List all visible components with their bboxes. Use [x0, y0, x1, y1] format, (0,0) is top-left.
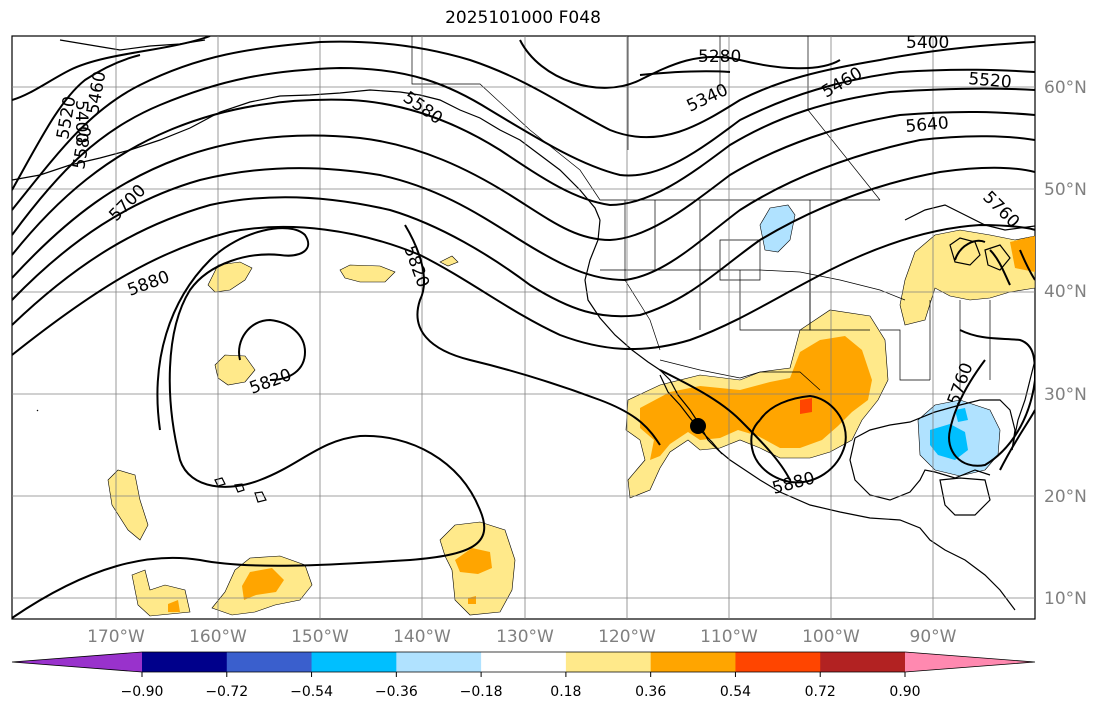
colorbar-segment [650, 652, 736, 672]
colorbar-segment [311, 652, 397, 672]
colorbar-segment [226, 652, 313, 672]
colorbar-tick-label: 0.90 [889, 684, 920, 700]
colorbar-tick-label: 0.36 [635, 684, 666, 700]
lat-label: 20°N [1044, 487, 1087, 507]
lat-label: 40°N [1044, 282, 1087, 302]
contour-label: 5280 [698, 47, 741, 67]
colorbar-tick-label: −0.18 [460, 684, 503, 700]
lon-label: 90°W [910, 627, 957, 647]
contour-label: 5400 [906, 33, 949, 53]
colorbar-tick-label: 0.72 [805, 684, 836, 700]
map-frame [11, 35, 1036, 620]
colorbar-tick-label: −0.90 [121, 684, 164, 700]
map-title: 2025101000 F048 [445, 8, 601, 28]
colorbar-segment [735, 652, 821, 672]
lon-label: 160°W [189, 627, 247, 647]
colorbar-segment [12, 652, 142, 672]
colorbar-tick-label: 0.18 [550, 684, 581, 700]
lon-label: 170°W [87, 627, 145, 647]
colorbar: −0.90 −0.72 −0.54 −0.36 −0.18 0.18 0.36 0.54 0.7… [11, 651, 1036, 700]
lat-label: 60°N [1044, 78, 1087, 98]
colorbar-tick-label: 0.54 [720, 684, 751, 700]
colorbar-segment [142, 652, 228, 672]
latitude-labels: 60°N 50°N 40°N 30°N 20°N 10°N [1044, 78, 1087, 609]
lon-label: 150°W [291, 627, 349, 647]
colorbar-segment [481, 652, 567, 672]
lon-label: 100°W [802, 627, 860, 647]
lon-label: 130°W [496, 627, 554, 647]
height-contours [12, 36, 1035, 619]
lat-label: 30°N [1044, 385, 1087, 405]
colorbar-tick-label: −0.72 [205, 684, 248, 700]
point-marker-icon [690, 418, 706, 434]
colorbar-segment [396, 652, 482, 672]
colorbar-segment [905, 652, 1035, 672]
contour-label: 5400 [71, 100, 91, 143]
longitude-labels: 170°W 160°W 150°W 140°W 130°W 120°W 110°… [87, 627, 957, 647]
colorbar-segment [565, 652, 652, 672]
lon-label: 140°W [393, 627, 451, 647]
colorbar-segment [820, 652, 906, 672]
lat-label: 10°N [1044, 589, 1087, 609]
gridlines [12, 36, 1035, 619]
contour-label: 5640 [905, 113, 950, 137]
lat-label: 50°N [1044, 180, 1087, 200]
colorbar-tick-label: −0.54 [290, 684, 333, 700]
colorbar-tick-label: −0.36 [375, 684, 418, 700]
lon-label: 120°W [598, 627, 656, 647]
lon-label: 110°W [700, 627, 758, 647]
contour-label: 5520 [968, 69, 1013, 93]
